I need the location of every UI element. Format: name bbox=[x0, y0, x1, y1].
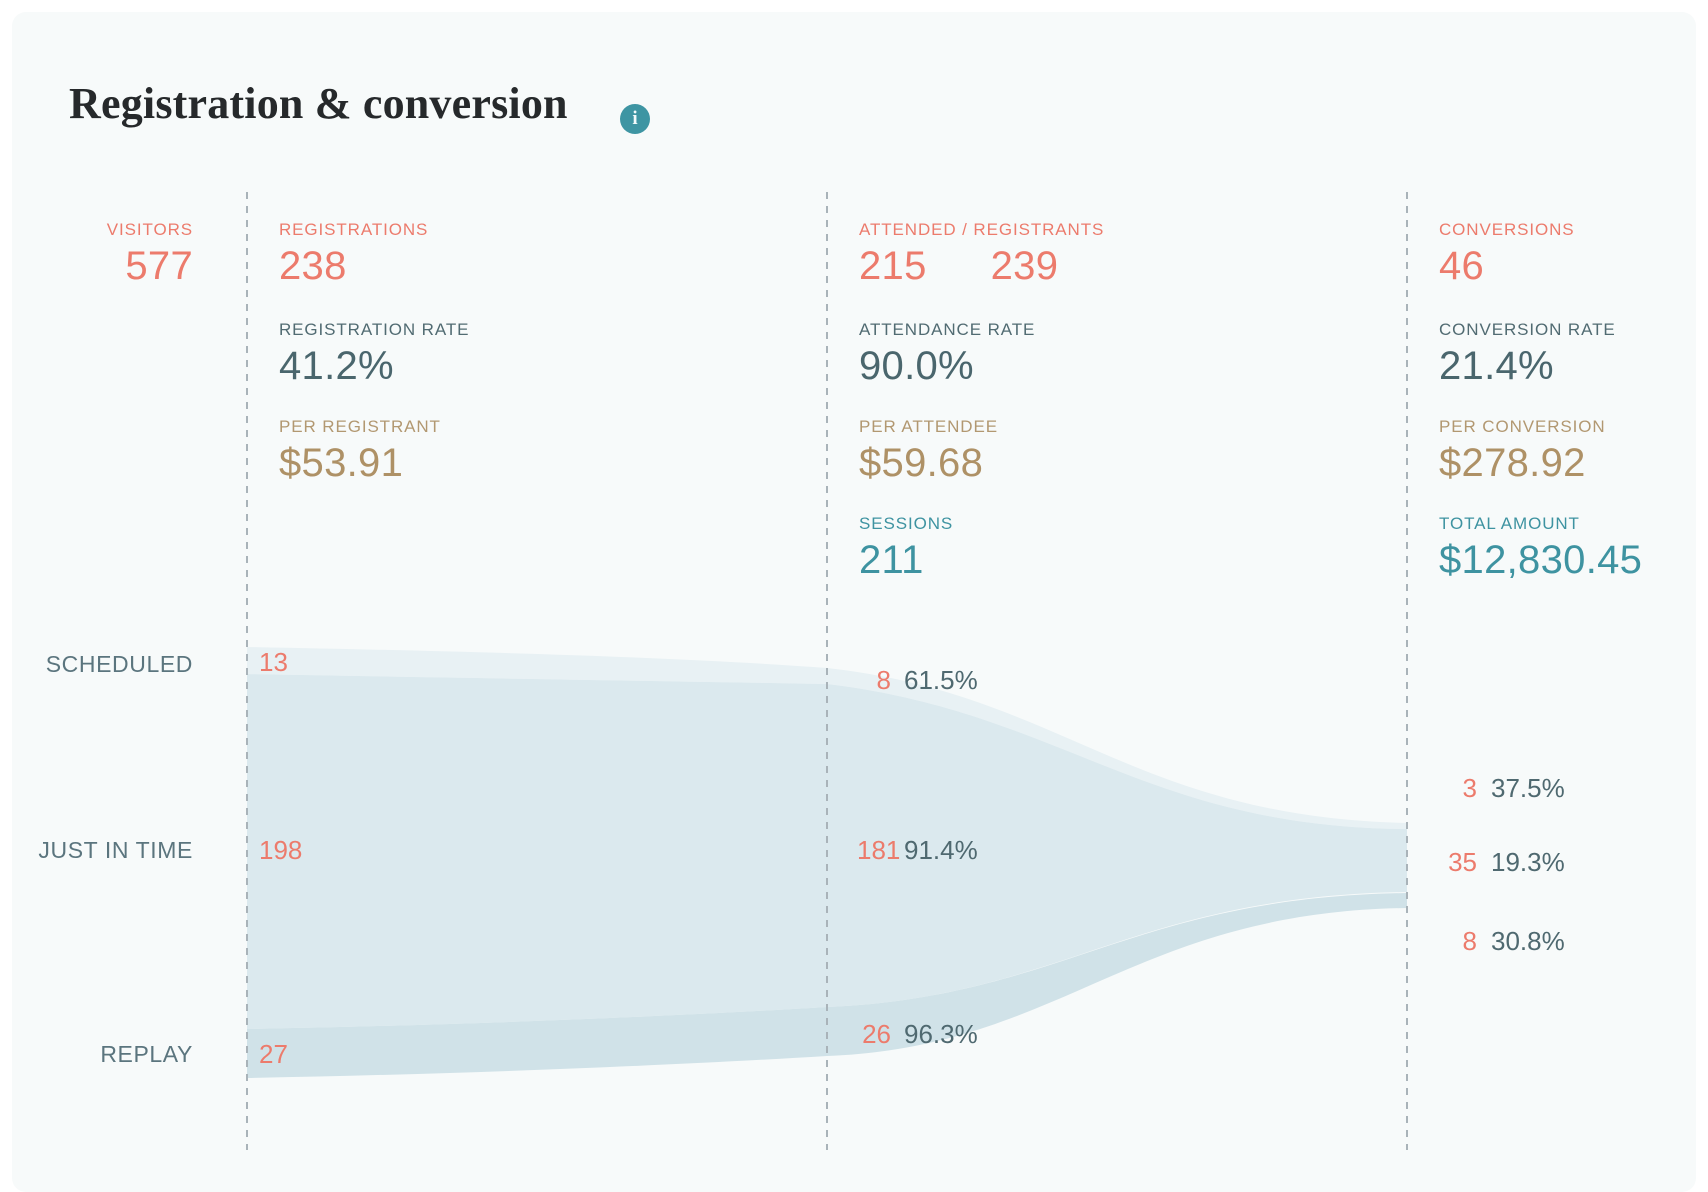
stat-attendance-rate: ATTENDANCE RATE 90.0% bbox=[859, 318, 1035, 388]
stat-per-registrant: PER REGISTRANT $53.91 bbox=[279, 415, 441, 485]
stat-registrations-value: 238 bbox=[279, 244, 347, 288]
stat-registration-rate: REGISTRATION RATE 41.2% bbox=[279, 318, 469, 388]
stat-registrants-value: 239 bbox=[990, 244, 1059, 288]
conversion-pct-replay: 30.8% bbox=[1491, 926, 1565, 956]
stat-conversion-rate-value: 21.4% bbox=[1439, 344, 1554, 388]
stat-per-attendee: PER ATTENDEE $59.68 bbox=[859, 415, 998, 485]
stat-registration-rate-label: REGISTRATION RATE bbox=[279, 320, 470, 339]
stat-per-conversion: PER CONVERSION $278.92 bbox=[1439, 415, 1606, 485]
stat-per-registrant-value: $53.91 bbox=[279, 441, 404, 485]
stat-per-conversion-value: $278.92 bbox=[1439, 441, 1586, 485]
conversion-stat-replay: 8 30.8% bbox=[1447, 927, 1565, 955]
stat-attendance-rate-value: 90.0% bbox=[859, 344, 974, 388]
stat-visitors: VISITORS 577 bbox=[107, 218, 193, 288]
page-title: Registration & conversion bbox=[69, 79, 568, 128]
row-label-replay: REPLAY bbox=[100, 1041, 193, 1067]
stat-sessions: SESSIONS 211 bbox=[859, 512, 953, 582]
stat-conversions: CONVERSIONS 46 bbox=[1439, 218, 1575, 288]
conversion-pct-scheduled: 37.5% bbox=[1491, 773, 1565, 803]
stat-attended-registrants: ATTENDED / REGISTRANTS 215 239 bbox=[859, 218, 1104, 288]
attendance-pct-replay: 96.3% bbox=[904, 1019, 978, 1049]
attendance-pct-scheduled: 61.5% bbox=[904, 665, 978, 695]
conversion-stat-just-in-time: 35 19.3% bbox=[1447, 848, 1565, 876]
stat-per-registrant-label: PER REGISTRANT bbox=[279, 417, 441, 436]
stat-conversions-value: 46 bbox=[1439, 244, 1485, 288]
stat-visitors-label: VISITORS bbox=[106, 220, 193, 239]
stat-total-amount-label: TOTAL AMOUNT bbox=[1439, 514, 1580, 533]
converted-count-replay: 8 bbox=[1462, 926, 1477, 956]
stat-conversion-rate-label: CONVERSION RATE bbox=[1439, 320, 1616, 339]
funnel-sankey-chart bbox=[246, 192, 1408, 1150]
stat-total-amount-value: $12,830.45 bbox=[1439, 538, 1643, 582]
stat-total-amount: TOTAL AMOUNT $12,830.45 bbox=[1439, 512, 1642, 582]
conversion-stat-scheduled: 3 37.5% bbox=[1447, 774, 1565, 802]
stat-sessions-value: 211 bbox=[859, 538, 924, 582]
attended-count-just-in-time: 181 bbox=[857, 835, 901, 865]
attended-stat-just-in-time: 181 91.4% bbox=[857, 836, 978, 864]
stat-conversions-label: CONVERSIONS bbox=[1439, 220, 1575, 239]
attended-count-replay: 26 bbox=[862, 1019, 891, 1049]
converted-count-just-in-time: 35 bbox=[1448, 847, 1477, 877]
stat-sessions-label: SESSIONS bbox=[859, 514, 954, 533]
row-label-scheduled: SCHEDULED bbox=[45, 651, 193, 677]
info-icon[interactable]: i bbox=[620, 104, 650, 134]
attended-stat-replay: 26 96.3% bbox=[857, 1020, 978, 1048]
stat-attended-registrants-label: ATTENDED / REGISTRANTS bbox=[859, 220, 1105, 239]
funnel-band-replay bbox=[247, 893, 1407, 1078]
stat-registrations: REGISTRATIONS 238 bbox=[279, 218, 428, 288]
stat-registrations-label: REGISTRATIONS bbox=[279, 220, 429, 239]
attendance-pct-just-in-time: 91.4% bbox=[904, 835, 978, 865]
attended-stat-scheduled: 8 61.5% bbox=[857, 666, 978, 694]
registration-conversion-card: Registration & conversion i VISITORS 577… bbox=[12, 12, 1696, 1192]
registered-count-scheduled: 13 bbox=[259, 647, 288, 677]
stat-attendance-rate-label: ATTENDANCE RATE bbox=[859, 320, 1036, 339]
conversion-pct-just-in-time: 19.3% bbox=[1491, 847, 1565, 877]
stat-per-attendee-value: $59.68 bbox=[859, 441, 984, 485]
registered-count-replay: 27 bbox=[259, 1039, 288, 1069]
converted-count-scheduled: 3 bbox=[1462, 773, 1477, 803]
stat-attended-value: 215 bbox=[859, 244, 927, 288]
row-label-just-in-time: JUST IN TIME bbox=[38, 837, 193, 863]
registered-count-just-in-time: 198 bbox=[259, 835, 303, 865]
attended-count-scheduled: 8 bbox=[876, 665, 891, 695]
stat-per-conversion-label: PER CONVERSION bbox=[1439, 417, 1606, 436]
stat-conversion-rate: CONVERSION RATE 21.4% bbox=[1439, 318, 1616, 388]
stat-visitors-value: 577 bbox=[125, 244, 193, 288]
stat-registration-rate-value: 41.2% bbox=[279, 344, 394, 388]
stat-per-attendee-label: PER ATTENDEE bbox=[859, 417, 998, 436]
